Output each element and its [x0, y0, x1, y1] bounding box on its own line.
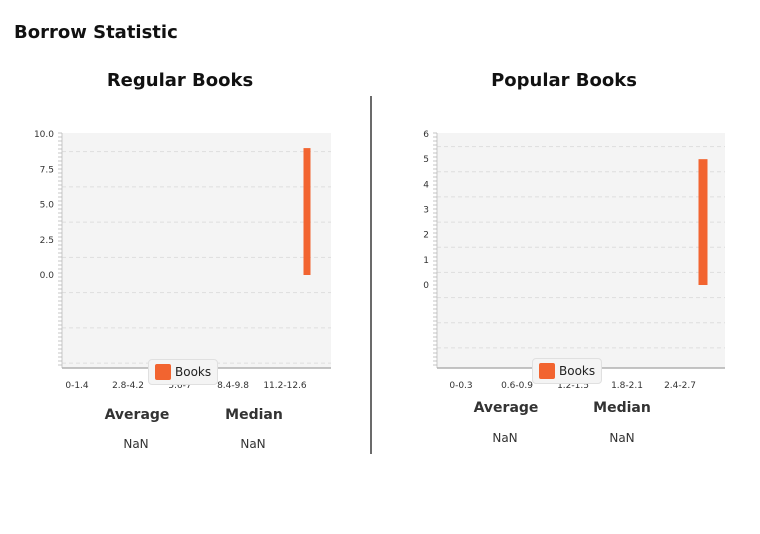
y-tick-label: 0: [423, 281, 429, 291]
y-tick-label: 3: [423, 206, 429, 216]
y-tick-label: 5.0: [40, 201, 55, 211]
y-tick-label: 10.0: [34, 130, 54, 140]
popular-books-title: Popular Books: [491, 70, 637, 91]
x-tick-label: 0-1.4: [65, 381, 89, 391]
average-label: Average: [473, 400, 539, 416]
page-title: Borrow Statistic: [14, 22, 178, 43]
x-tick-label: 2.8-4.2: [112, 381, 144, 391]
y-tick-label: 5: [423, 155, 429, 165]
legend-label: Books: [559, 364, 596, 378]
legend-label: Books: [175, 365, 212, 379]
plot-area: [62, 133, 331, 368]
x-tick-label: 2.4-2.7: [664, 381, 696, 391]
bar: [303, 148, 311, 275]
popular-books-chart: 0 1 2 3 4 5 6 0-0.3 0.6-0.9 1.2-1.5 1.8-2.1 2.4-2.7: [423, 130, 725, 391]
x-tick-label: 0-0.3: [449, 381, 472, 391]
average-value: NaN: [492, 431, 518, 445]
y-tick-label: 0.0: [40, 271, 55, 281]
x-tick-label: 8.4-9.8: [217, 381, 249, 391]
x-tick-label: 11.2-12.6: [263, 381, 307, 391]
median-label: Median: [593, 400, 651, 416]
x-tick-label: 1.2-1.5: [557, 381, 589, 391]
x-tick-label: 0.6-0.9: [501, 381, 533, 391]
y-tick-label: 7.5: [40, 165, 54, 175]
plot-area: [437, 133, 725, 368]
y-tick-label: 4: [423, 180, 429, 190]
legend-swatch: [155, 364, 171, 380]
y-tick-label: 1: [423, 256, 429, 266]
popular-books-legend: Books: [532, 358, 603, 384]
median-value: NaN: [240, 437, 266, 451]
popular-books-panel: Popular Books 0 1 2 3 4 5 6 0-0.3 0.6-0.9 1.2-1.5…: [384, 0, 744, 534]
panel-divider: [370, 96, 372, 454]
median-label: Median: [225, 407, 283, 423]
regular-books-title: Regular Books: [106, 70, 254, 91]
x-tick-label: 5.6-7: [168, 381, 191, 391]
y-tick-label: 2: [423, 231, 429, 241]
median-value: NaN: [609, 431, 635, 445]
legend-swatch: [539, 363, 555, 379]
average-value: NaN: [123, 437, 149, 451]
y-tick-label: 2.5: [40, 236, 54, 246]
average-label: Average: [104, 407, 170, 423]
bar: [698, 159, 708, 285]
regular-books-panel: Regular Books 0.0 2.5 5.0 7.5 10.0 0-1.4 2.8-4…: [0, 0, 360, 534]
regular-books-chart: 0.0 2.5 5.0 7.5 10.0 0-1.4 2.8-4.2 5.6-7 8.4-9.8…: [34, 130, 331, 391]
regular-books-legend: Books: [148, 359, 219, 385]
x-tick-label: 1.8-2.1: [611, 381, 643, 391]
y-tick-label: 6: [423, 130, 429, 140]
